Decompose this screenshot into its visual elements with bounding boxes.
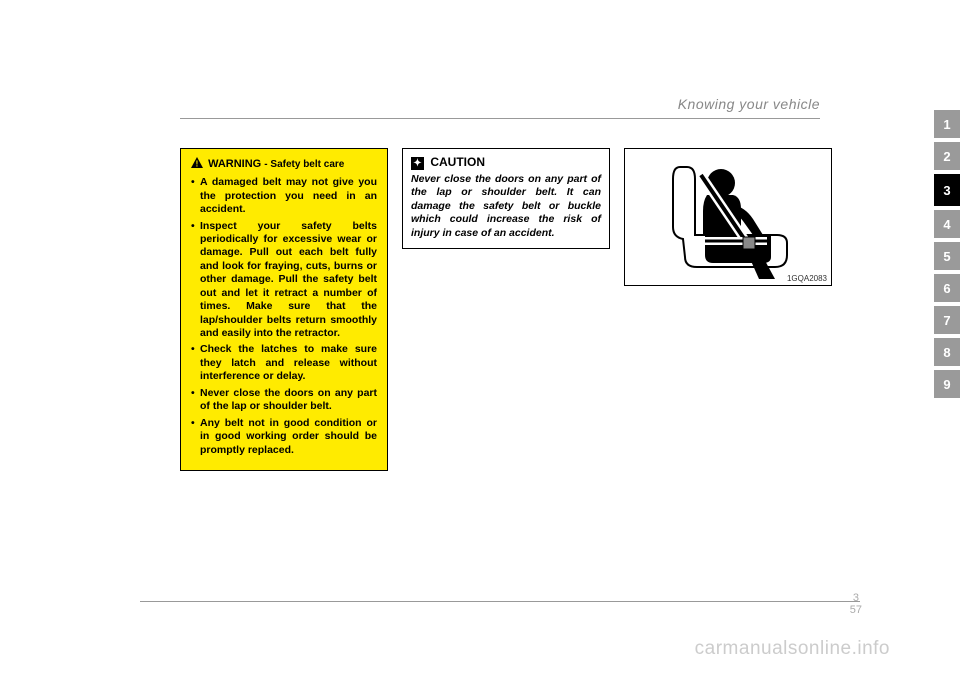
page-number-page: 57 <box>850 604 862 616</box>
warning-subheading: - Safety belt care <box>264 159 344 170</box>
chapter-title: Knowing your vehicle <box>678 96 820 112</box>
manual-page: Knowing your vehicle ! WARNING - Safety … <box>120 80 880 620</box>
caution-header: ✦ CAUTION <box>411 155 601 170</box>
footer-rule <box>140 601 860 602</box>
warning-item: Check the latches to make sure they latc… <box>191 343 377 383</box>
warning-item: Inspect your safety belts periodically f… <box>191 220 377 341</box>
caution-box: ✦ CAUTION Never close the doors on any p… <box>402 148 610 249</box>
tab-2[interactable]: 2 <box>934 142 960 170</box>
warning-item: Any belt not in good condition or in goo… <box>191 417 377 457</box>
warning-item: Never close the doors on any part of the… <box>191 387 377 414</box>
page-number: 3 57 <box>850 592 862 616</box>
tab-3[interactable]: 3 <box>934 174 960 206</box>
svg-text:!: ! <box>196 160 199 169</box>
warning-item: A damaged belt may not give you the prot… <box>191 176 377 216</box>
content-columns: ! WARNING - Safety belt care A damaged b… <box>180 148 832 471</box>
tab-7[interactable]: 7 <box>934 306 960 334</box>
seatbelt-figure: 1GQA2083 <box>624 148 832 286</box>
warning-triangle-icon: ! <box>191 157 203 172</box>
figure-label: 1GQA2083 <box>787 274 827 283</box>
column-figure: 1GQA2083 <box>624 148 832 471</box>
tab-1[interactable]: 1 <box>934 110 960 138</box>
warning-list: A damaged belt may not give you the prot… <box>191 176 377 457</box>
warning-box: ! WARNING - Safety belt care A damaged b… <box>180 148 388 471</box>
caution-body: Never close the doors on any part of the… <box>411 173 601 240</box>
tab-6[interactable]: 6 <box>934 274 960 302</box>
warning-heading: WARNING <box>208 158 261 170</box>
watermark: carmanualsonline.info <box>695 638 890 660</box>
section-tabs: 1 2 3 4 5 6 7 8 9 <box>934 110 960 398</box>
column-caution: ✦ CAUTION Never close the doors on any p… <box>402 148 610 471</box>
column-warning: ! WARNING - Safety belt care A damaged b… <box>180 148 388 471</box>
header-rule <box>180 118 820 119</box>
tab-4[interactable]: 4 <box>934 210 960 238</box>
tab-5[interactable]: 5 <box>934 242 960 270</box>
caution-exclamation-icon: ✦ <box>411 157 424 170</box>
tab-8[interactable]: 8 <box>934 338 960 366</box>
warning-header: ! WARNING - Safety belt care <box>191 157 377 172</box>
caution-heading: CAUTION <box>430 155 485 169</box>
page-number-chapter: 3 <box>850 592 862 604</box>
tab-9[interactable]: 9 <box>934 370 960 398</box>
